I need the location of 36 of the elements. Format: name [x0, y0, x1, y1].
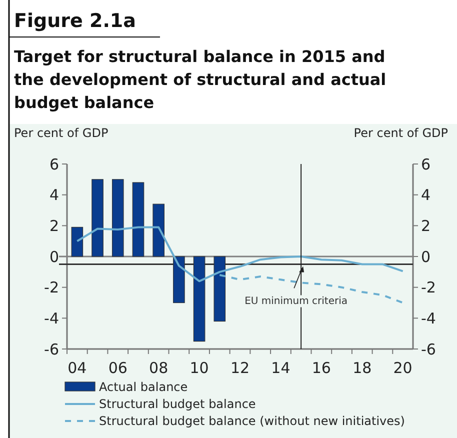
bar	[112, 179, 124, 257]
legend-label: Structural budget balance (without new initiatives)	[99, 414, 405, 428]
y2-tick-label: 4	[421, 186, 431, 204]
y-tick-label: 2	[49, 216, 59, 235]
x-tick-label: 08	[149, 359, 168, 377]
y2-axis-title: Per cent of GDP	[354, 126, 448, 140]
x-tick-label: 14	[271, 359, 290, 377]
x-tick-label: 04	[68, 359, 87, 377]
bar	[71, 226, 84, 257]
y-tick-label: -6	[44, 340, 59, 358]
x-tick-label: 12	[230, 359, 250, 377]
y2-tick-label: 0	[421, 248, 431, 266]
bar	[132, 182, 144, 257]
chart-title: Figure 2.1a	[14, 10, 136, 32]
y2-tick-label: -6	[421, 340, 436, 358]
y2-tick-label: 2	[421, 216, 431, 235]
y2-tick-label: -2	[421, 278, 436, 297]
y-tick-label: -2	[44, 278, 59, 297]
legend-label: Actual balance	[99, 380, 188, 394]
y2-tick-label: -4	[421, 309, 436, 328]
y-axis-title: Per cent of GDP	[14, 126, 108, 140]
x-tick-label: 10	[190, 359, 209, 377]
y-tick-label: 6	[49, 155, 59, 174]
annotation: EU minimum criteria	[244, 296, 348, 308]
y2-tick-label: 6	[421, 155, 431, 174]
y-tick-label: 0	[49, 248, 59, 266]
chart-subtitle: Target for structural balance in 2015 and the development of structural and actual budget balance	[14, 47, 386, 112]
legend-label: Structural budget balance	[99, 397, 256, 412]
bar	[152, 204, 164, 257]
y-tick-label: -4	[44, 309, 59, 328]
x-tick-label: 20	[393, 359, 412, 377]
x-tick-label: 16	[312, 359, 331, 377]
x-tick-label: 18	[352, 359, 372, 377]
bar	[92, 179, 104, 257]
x-tick-label: 06	[108, 359, 128, 377]
y-tick-label: 4	[49, 186, 59, 204]
